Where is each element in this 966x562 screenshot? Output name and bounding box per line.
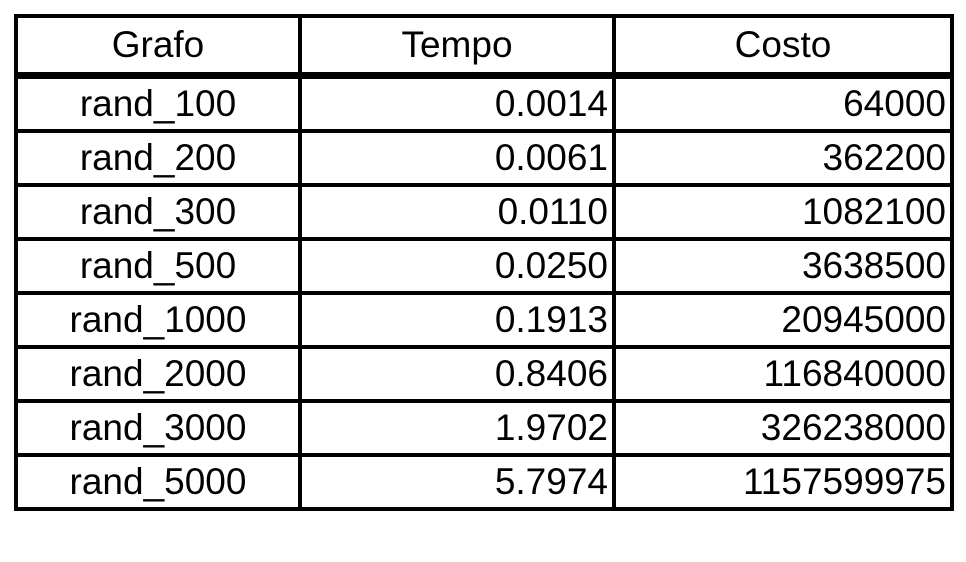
grafo-cell: rand_100	[14, 73, 302, 133]
grafo-cell: rand_1000	[14, 291, 302, 349]
column-header-tempo: Tempo	[298, 14, 616, 79]
tempo-cell: 1.9702	[298, 399, 616, 457]
costo-cell: 1157599975	[612, 453, 954, 511]
costo-cell: 64000	[612, 73, 954, 133]
tempo-cell: 0.0014	[298, 73, 616, 133]
column-header-grafo: Grafo	[14, 14, 302, 79]
table-row: rand_200 0.0061 362200	[14, 129, 954, 187]
table-header-row: Grafo Tempo Costo	[14, 14, 954, 79]
table-row: rand_300 0.0110 1082100	[14, 183, 954, 241]
grafo-cell: rand_300	[14, 183, 302, 241]
grafo-cell: rand_5000	[14, 453, 302, 511]
costo-cell: 3638500	[612, 237, 954, 295]
grafo-cell: rand_500	[14, 237, 302, 295]
grafo-cell: rand_2000	[14, 345, 302, 403]
table-row: rand_1000 0.1913 20945000	[14, 291, 954, 349]
costo-cell: 326238000	[612, 399, 954, 457]
grafo-cell: rand_3000	[14, 399, 302, 457]
tempo-cell: 0.0110	[298, 183, 616, 241]
tempo-cell: 0.0250	[298, 237, 616, 295]
table-row: rand_500 0.0250 3638500	[14, 237, 954, 295]
table-row: rand_100 0.0014 64000	[14, 73, 954, 133]
results-table: Grafo Tempo Costo rand_100 0.0014 64000 …	[14, 14, 954, 511]
costo-cell: 362200	[612, 129, 954, 187]
costo-cell: 20945000	[612, 291, 954, 349]
costo-cell: 1082100	[612, 183, 954, 241]
column-header-costo: Costo	[612, 14, 954, 79]
costo-cell: 116840000	[612, 345, 954, 403]
table-row: rand_3000 1.9702 326238000	[14, 399, 954, 457]
tempo-cell: 0.0061	[298, 129, 616, 187]
grafo-cell: rand_200	[14, 129, 302, 187]
tempo-cell: 5.7974	[298, 453, 616, 511]
table-row: rand_2000 0.8406 116840000	[14, 345, 954, 403]
table-row: rand_5000 5.7974 1157599975	[14, 453, 954, 511]
tempo-cell: 0.8406	[298, 345, 616, 403]
tempo-cell: 0.1913	[298, 291, 616, 349]
